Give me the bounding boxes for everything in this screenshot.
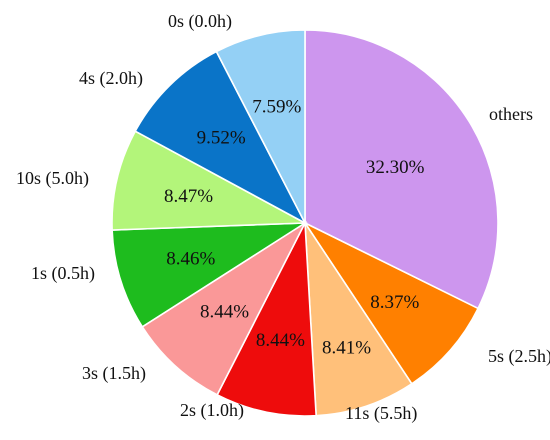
category-label-1s-0-5h: 1s (0.5h) bbox=[31, 263, 95, 284]
percentage-labels: 32.30% 8.37% 8.41% 8.44% 8.44% 8.46% 8.47% 9.52… bbox=[164, 97, 425, 359]
category-label-5s-2-5h: 5s (2.5h) bbox=[488, 346, 550, 367]
pie-slice-10s-5-0h bbox=[111, 130, 308, 231]
category-label-11s-5-5h: 11s (5.5h) bbox=[345, 403, 417, 424]
pct-label-0s-0-0h: 7.59% bbox=[252, 97, 301, 118]
pct-label-10s-5-0h: 8.47% bbox=[164, 186, 213, 207]
pie-slice-1s-0-5h bbox=[111, 222, 308, 328]
pct-label-others: 32.30% bbox=[366, 157, 425, 178]
category-label-2s-1-0h: 2s (1.0h) bbox=[180, 400, 244, 421]
pie-slice-5s-2-5h bbox=[302, 220, 480, 385]
pie-slice-others bbox=[304, 29, 499, 310]
pie-slice-11s-5-5h bbox=[304, 220, 413, 417]
category-label-4s-2-0h: 4s (2.0h) bbox=[79, 68, 143, 89]
category-label-others: others bbox=[489, 104, 533, 124]
pie-slice-0s-0-0h bbox=[215, 29, 306, 224]
pct-label-5s-2-5h: 8.37% bbox=[370, 292, 419, 313]
pct-label-4s-2-0h: 9.52% bbox=[197, 128, 246, 149]
pct-label-1s-0-5h: 8.46% bbox=[166, 249, 215, 270]
pie-slice-4s-2-0h bbox=[134, 50, 307, 225]
category-label-3s-1-5h: 3s (1.5h) bbox=[82, 363, 146, 384]
category-label-0s-0-0h: 0s (0.0h) bbox=[168, 11, 232, 32]
pie-slice-2s-1-0h bbox=[216, 220, 317, 417]
pct-label-3s-1-5h: 8.44% bbox=[200, 302, 249, 323]
pie-slices bbox=[111, 29, 499, 417]
category-labels: others 5s (2.5h) 11s (5.5h) 2s (1.0h) 3s (1.… bbox=[16, 11, 550, 424]
pie-slice-3s-1-5h bbox=[141, 220, 308, 396]
category-label-10s-5-0h: 10s (5.0h) bbox=[16, 168, 89, 189]
pct-label-2s-1-0h: 8.44% bbox=[256, 330, 305, 351]
pct-label-11s-5-5h: 8.41% bbox=[322, 337, 371, 358]
